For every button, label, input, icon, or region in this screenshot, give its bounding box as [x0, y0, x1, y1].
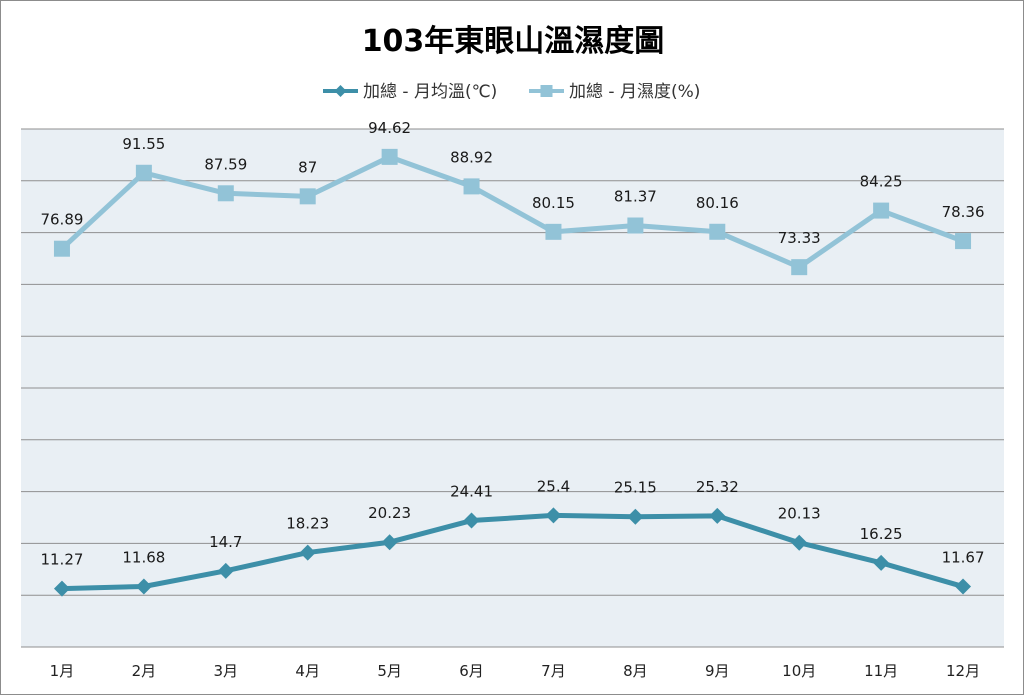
x-tick-label: 7月: [541, 662, 566, 680]
data-label: 80.16: [696, 194, 739, 212]
data-point-square: [299, 188, 316, 205]
data-point-diamond: [217, 562, 234, 579]
data-point-square: [135, 164, 152, 181]
data-point-square: [955, 233, 972, 250]
x-tick-label: 12月: [946, 662, 980, 680]
data-point-diamond: [709, 507, 726, 524]
data-point-diamond: [463, 512, 480, 529]
series-humidity: [53, 148, 972, 276]
x-tick-label: 1月: [50, 662, 75, 680]
data-label: 16.25: [860, 525, 903, 543]
series-temperature: [53, 507, 972, 597]
data-label: 11.67: [942, 549, 985, 567]
data-label: 11.27: [40, 551, 83, 569]
data-label: 25.4: [537, 477, 570, 495]
x-axis-ticks: 1月 2月 3月 4月 5月 6月 7月 8月 9月 10月 11月 12月: [50, 662, 980, 680]
data-point-square: [873, 202, 890, 219]
gridlines: [21, 128, 1004, 648]
data-point-square: [217, 185, 234, 202]
data-label: 11.68: [122, 548, 165, 566]
data-point-square: [381, 148, 398, 165]
data-label: 80.15: [532, 194, 575, 212]
data-point-square: [709, 223, 726, 240]
data-label: 87: [298, 158, 317, 176]
data-point-square: [791, 259, 808, 276]
data-label: 91.55: [122, 135, 165, 153]
data-point-square: [463, 178, 480, 195]
x-tick-label: 9月: [705, 662, 730, 680]
data-point-diamond: [545, 507, 562, 524]
chart-title: 103年東眼山溫濕度圖: [362, 24, 665, 59]
data-label: 73.33: [778, 229, 821, 247]
legend: 加總 - 月均溫(℃) 加總 - 月濕度(%): [323, 82, 700, 102]
data-point-diamond: [791, 534, 808, 551]
data-point-diamond: [381, 534, 398, 551]
data-label: 84.25: [860, 173, 903, 191]
x-tick-label: 8月: [623, 662, 648, 680]
data-label: 24.41: [450, 483, 493, 501]
data-point-diamond: [955, 578, 972, 595]
x-tick-label: 2月: [132, 662, 157, 680]
data-label: 14.7: [209, 533, 242, 551]
legend-label-humidity: 加總 - 月濕度(%): [569, 82, 700, 102]
legend-label-temperature: 加總 - 月均溫(℃): [363, 82, 497, 102]
data-point-square: [545, 223, 562, 240]
legend-square-marker-icon: [540, 85, 553, 97]
series-layer: [53, 148, 972, 597]
series-line: [61, 512, 964, 592]
x-tick-label: 6月: [459, 662, 484, 680]
data-label: 18.23: [286, 515, 329, 533]
data-label: 76.89: [40, 211, 83, 229]
data-point-diamond: [135, 578, 152, 595]
data-label: 25.15: [614, 479, 657, 497]
series-line: [60, 154, 964, 270]
data-labels: 11.27 11.68 14.7 18.23 20.23 24.41 25.4 25.15 25…: [40, 119, 984, 569]
legend-item-temperature: 加總 - 月均溫(℃): [323, 82, 497, 102]
data-point-diamond: [299, 544, 316, 561]
data-label: 94.62: [368, 119, 411, 137]
data-label: 81.37: [614, 188, 657, 206]
legend-item-humidity: 加總 - 月濕度(%): [529, 82, 700, 102]
data-point-square: [53, 240, 70, 257]
data-point-square: [627, 217, 644, 234]
data-point-diamond: [627, 508, 644, 525]
data-label: 20.23: [368, 504, 411, 522]
data-label: 87.59: [204, 155, 247, 173]
data-label: 78.36: [942, 203, 985, 221]
data-label: 20.13: [778, 505, 821, 523]
data-point-diamond: [873, 554, 890, 571]
x-tick-label: 11月: [864, 662, 898, 680]
legend-diamond-marker-icon: [334, 85, 347, 97]
x-tick-label: 4月: [295, 662, 320, 680]
data-label: 25.32: [696, 478, 739, 496]
data-point-diamond: [53, 580, 70, 597]
x-tick-label: 3月: [214, 662, 239, 680]
x-tick-label: 10月: [782, 662, 816, 680]
x-tick-label: 5月: [377, 662, 402, 680]
data-label: 88.92: [450, 148, 493, 166]
